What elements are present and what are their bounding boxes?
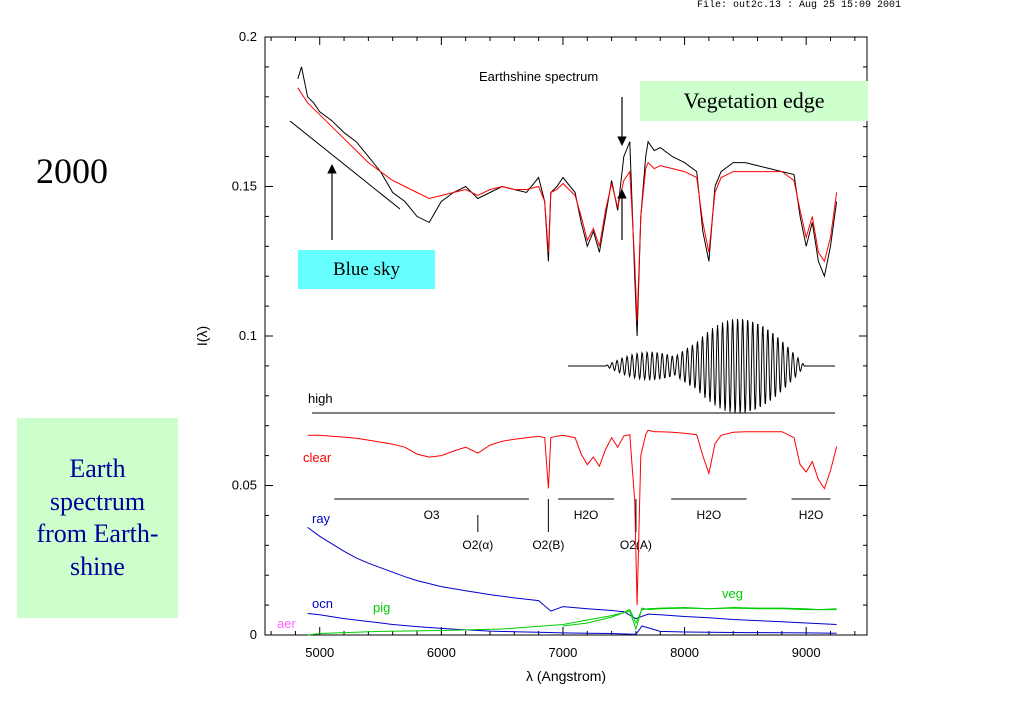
plot-frame	[264, 36, 868, 636]
x-tick-label: 5000	[305, 645, 334, 660]
x-tick-label: 6000	[427, 645, 456, 660]
veg-label: veg	[722, 586, 743, 601]
band-label: H2O	[697, 508, 722, 522]
y-tick-label: 0.15	[232, 179, 257, 194]
series-layer	[297, 66, 838, 636]
aer-label: aer	[277, 616, 296, 631]
ocn-label: ocn	[312, 596, 333, 611]
band-label: O3	[424, 508, 440, 522]
absorption-line-label: O2(B)	[532, 538, 564, 552]
x-tick-label: 7000	[548, 645, 577, 660]
series-pig	[307, 607, 837, 636]
y-tick-label: 0.2	[239, 29, 257, 44]
absorption-line-label: O2(α)	[462, 538, 493, 552]
year-label: 2000	[36, 151, 108, 191]
axis-ticks: 5000 6000 7000 8000 9000 0 0.05 0.1 0.15 0.2	[232, 29, 867, 660]
vegetation-edge-callout: Vegetation edge	[640, 81, 868, 121]
ray-label: ray	[312, 511, 331, 526]
x-tick-label: 9000	[792, 645, 821, 660]
x-tick-label: 8000	[670, 645, 699, 660]
blue-sky-callout: Blue sky	[298, 250, 435, 289]
series-clear	[307, 429, 838, 606]
series-ray	[307, 526, 837, 625]
high-label: high	[308, 391, 333, 406]
file-info-text: File: out2c.13 : Aug 25 15:09 2001	[697, 0, 902, 11]
y-tick-label: 0	[250, 627, 257, 642]
series-model	[297, 87, 838, 322]
pig-label: pig	[373, 600, 390, 615]
earth-spectrum-callout: Earth spectrum from Earth-shine	[17, 418, 178, 618]
series-veg	[562, 606, 837, 627]
x-axis-label: λ (Angstrom)	[526, 668, 606, 684]
band-label: H2O	[574, 508, 599, 522]
clear-label: clear	[303, 450, 332, 465]
y-tick-label: 0.1	[239, 328, 257, 343]
band-label: H2O	[799, 508, 824, 522]
series-observed	[297, 66, 838, 337]
wave-decoration	[568, 318, 835, 414]
blue-sky-slope-line	[289, 120, 401, 210]
series-ocn	[307, 613, 837, 635]
y-tick-label: 0.05	[232, 478, 257, 493]
y-axis-label: I(λ)	[194, 326, 210, 346]
earthshine-label: Earthshine spectrum	[479, 69, 598, 84]
